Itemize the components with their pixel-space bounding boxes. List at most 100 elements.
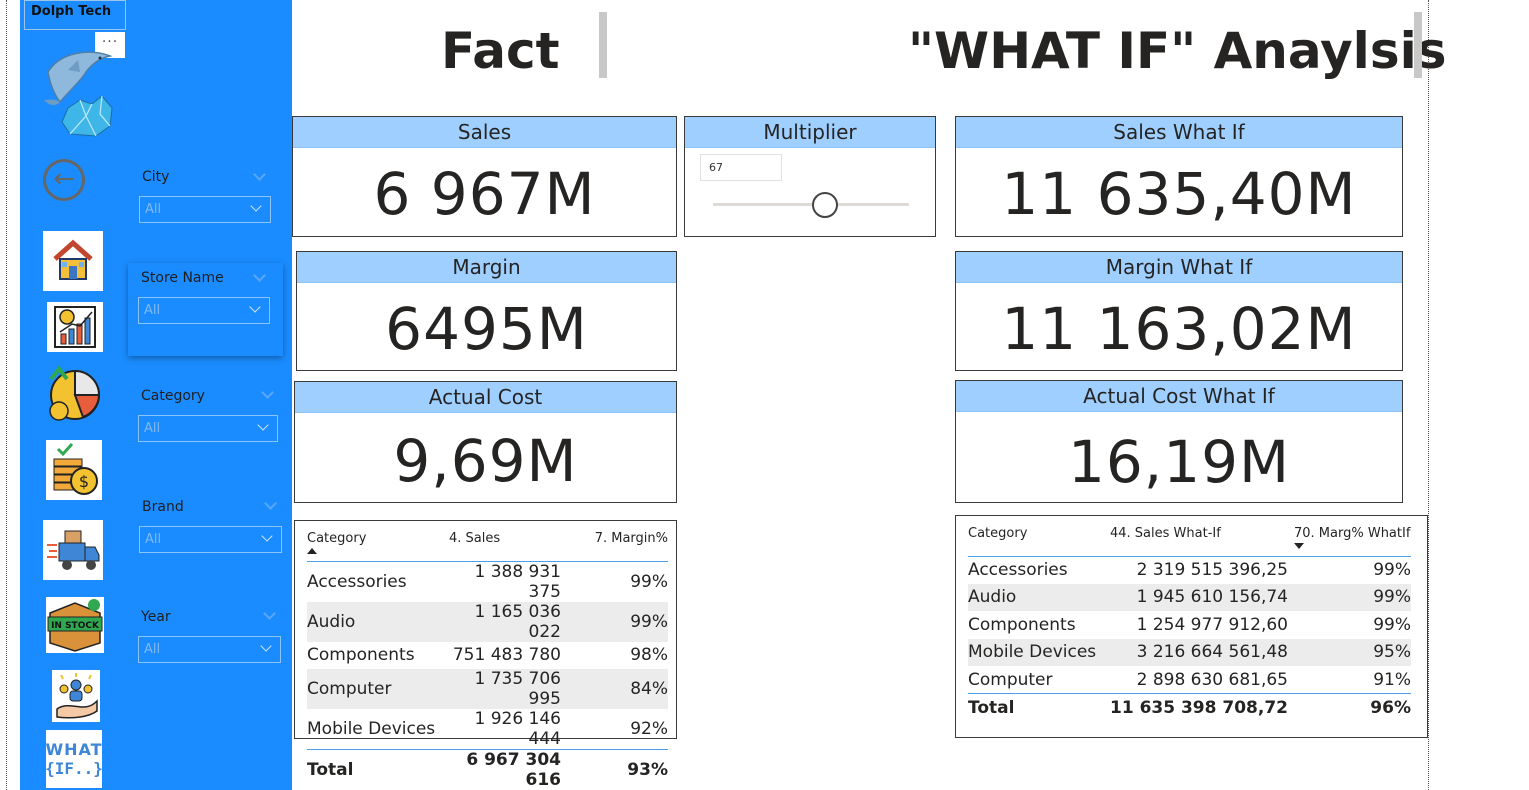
margin-pct-cell: 92% xyxy=(630,719,668,739)
category-cell: Components xyxy=(307,645,415,666)
delivery-truck-icon[interactable] xyxy=(43,520,103,580)
what-if-icon[interactable]: WHAT {IF..} xyxy=(45,730,103,788)
sort-descending-icon xyxy=(1294,543,1304,550)
margin-pct-whatif-cell: 95% xyxy=(1288,638,1411,666)
margin-whatif-card-label: Margin What If xyxy=(956,252,1402,283)
back-arrow-icon[interactable]: ← xyxy=(43,159,85,201)
growth-chart-icon[interactable] xyxy=(47,302,103,352)
chevron-down-icon xyxy=(249,301,261,313)
category-cell: Audio xyxy=(307,601,449,642)
column-header-sales-whatif[interactable]: 44. Sales What-If xyxy=(1110,520,1288,557)
whatif-title: "WHAT IF" Anaylsis xyxy=(908,22,1447,80)
year-slicer-value: All xyxy=(144,642,161,657)
margin-card-label: Margin xyxy=(297,252,676,283)
table-row[interactable]: Computer 2 898 630 681,65 91% xyxy=(968,666,1411,694)
sales-whatif-card: Sales What If 11 635,40M xyxy=(955,116,1403,237)
title-divider xyxy=(1414,12,1422,78)
multiplier-slider-thumb[interactable] xyxy=(812,192,838,218)
store-name-slicer-value: All xyxy=(144,303,161,318)
multiplier-input[interactable]: 67 xyxy=(700,154,782,181)
table-row[interactable]: Audio 1 945 610 156,74 99% xyxy=(968,583,1411,611)
total-sales: 6 967 304 616 xyxy=(449,749,561,790)
store-name-slicer-label: Store Name xyxy=(141,270,224,286)
sales-cell: 1 165 036 022 xyxy=(449,601,561,642)
multiplier-label: Multiplier xyxy=(685,117,935,148)
total-row: Total 6 967 304 616 93% xyxy=(307,749,668,790)
category-slicer-value: All xyxy=(144,421,161,436)
fact-title: Fact xyxy=(441,22,560,80)
whatif-table: Category 44. Sales What-If 70. Marg% Wha… xyxy=(955,515,1428,738)
column-header-margin-pct[interactable]: 7. Margin% xyxy=(561,525,668,562)
sales-card-value: 6 967M xyxy=(373,160,596,228)
brand-slicer-label: Brand xyxy=(142,499,184,515)
column-header-category[interactable]: Category xyxy=(307,525,449,562)
table-row[interactable]: Computer 1 735 706 995 84% xyxy=(307,669,668,709)
margin-whatif-card-value: 11 163,02M xyxy=(1001,295,1357,363)
table-row[interactable]: Components 1 254 977 912,60 99% xyxy=(968,611,1411,639)
table-row[interactable]: Mobile Devices 3 216 664 561,48 95% xyxy=(968,638,1411,666)
title-divider xyxy=(599,12,607,78)
chevron-down-icon xyxy=(260,640,272,652)
chevron-down-icon xyxy=(250,200,262,212)
category-cell: Computer xyxy=(307,669,449,709)
category-cell: Components xyxy=(968,614,1076,635)
column-header-margin-pct-whatif[interactable]: 70. Marg% WhatIf xyxy=(1288,520,1411,557)
category-slicer-label: Category xyxy=(141,388,205,404)
brand-slicer-dropdown[interactable]: All xyxy=(139,526,282,553)
actual-cost-card-value: 9,69M xyxy=(393,427,578,495)
sort-ascending-icon xyxy=(307,548,317,555)
total-row: Total 11 635 398 708,72 96% xyxy=(968,693,1411,721)
column-header-sales[interactable]: 4. Sales xyxy=(449,525,561,562)
svg-text:$: $ xyxy=(79,472,89,491)
what-if-icon-title: WHAT xyxy=(45,740,103,759)
chevron-down-icon xyxy=(261,530,273,542)
total-margin-pct: 93% xyxy=(561,749,668,790)
total-label: Total xyxy=(307,749,449,790)
multiplier-slider-track[interactable] xyxy=(713,203,909,206)
sales-whatif-cell: 2 898 630 681,65 xyxy=(1136,669,1288,690)
table-row[interactable]: Accessories 1 388 931 375 99% xyxy=(307,561,668,602)
house-icon[interactable] xyxy=(43,231,103,291)
store-name-slicer-focus xyxy=(128,263,283,356)
sales-whatif-cell: 2 319 515 396,25 xyxy=(1136,560,1288,580)
margin-pct-cell: 99% xyxy=(630,571,668,592)
customers-hand-icon[interactable] xyxy=(52,670,100,722)
margin-pct-whatif-cell: 99% xyxy=(1288,583,1411,611)
actual-cost-card: Actual Cost 9,69M xyxy=(294,381,677,503)
store-name-slicer-dropdown[interactable]: All xyxy=(138,297,270,324)
table-row[interactable]: Accessories 2 319 515 396,25 99% xyxy=(968,556,1411,584)
svg-text:IN STOCK: IN STOCK xyxy=(51,621,100,631)
total-margin-pct-whatif: 96% xyxy=(1288,693,1411,721)
sales-whatif-cell: 1 254 977 912,60 xyxy=(1136,614,1288,635)
pie-chart-icon[interactable] xyxy=(42,364,102,424)
category-cell: Mobile Devices xyxy=(968,638,1110,666)
column-header-category[interactable]: Category xyxy=(968,520,1110,557)
brand-slicer-value: All xyxy=(145,532,162,547)
sales-whatif-cell: 1 945 610 156,74 xyxy=(1110,583,1288,611)
city-slicer-dropdown[interactable]: All xyxy=(139,196,271,223)
table-row[interactable]: Audio 1 165 036 022 99% xyxy=(307,601,668,642)
total-label: Total xyxy=(968,693,1110,721)
brand-label: Dolph Tech xyxy=(24,0,126,30)
table-row[interactable]: Components 751 483 780 98% xyxy=(307,642,668,670)
sales-cell: 751 483 780 xyxy=(452,645,561,666)
category-cell: Accessories xyxy=(307,571,407,592)
table-row[interactable]: Mobile Devices 1 926 146 444 92% xyxy=(307,709,668,750)
sales-cell: 1 388 931 375 xyxy=(474,561,561,602)
total-sales-whatif: 11 635 398 708,72 xyxy=(1110,693,1288,721)
category-cell: Accessories xyxy=(968,560,1068,580)
margin-pct-whatif-cell: 99% xyxy=(1373,614,1411,635)
canvas-border-right xyxy=(1428,0,1429,790)
in-stock-box-icon[interactable]: IN STOCK xyxy=(46,597,104,653)
multiplier-slicer: Multiplier 67 xyxy=(684,116,936,237)
sales-whatif-card-value: 11 635,40M xyxy=(1001,160,1357,228)
coins-stack-icon[interactable]: $ xyxy=(46,440,102,500)
margin-card: Margin 6495M xyxy=(296,251,677,371)
sales-whatif-card-label: Sales What If xyxy=(956,117,1402,148)
actual-cost-whatif-card-label: Actual Cost What If xyxy=(956,381,1402,412)
city-slicer-label: City xyxy=(142,169,170,185)
margin-pct-cell: 84% xyxy=(561,669,668,709)
year-slicer-dropdown[interactable]: All xyxy=(138,636,281,663)
category-slicer-dropdown[interactable]: All xyxy=(138,415,278,442)
